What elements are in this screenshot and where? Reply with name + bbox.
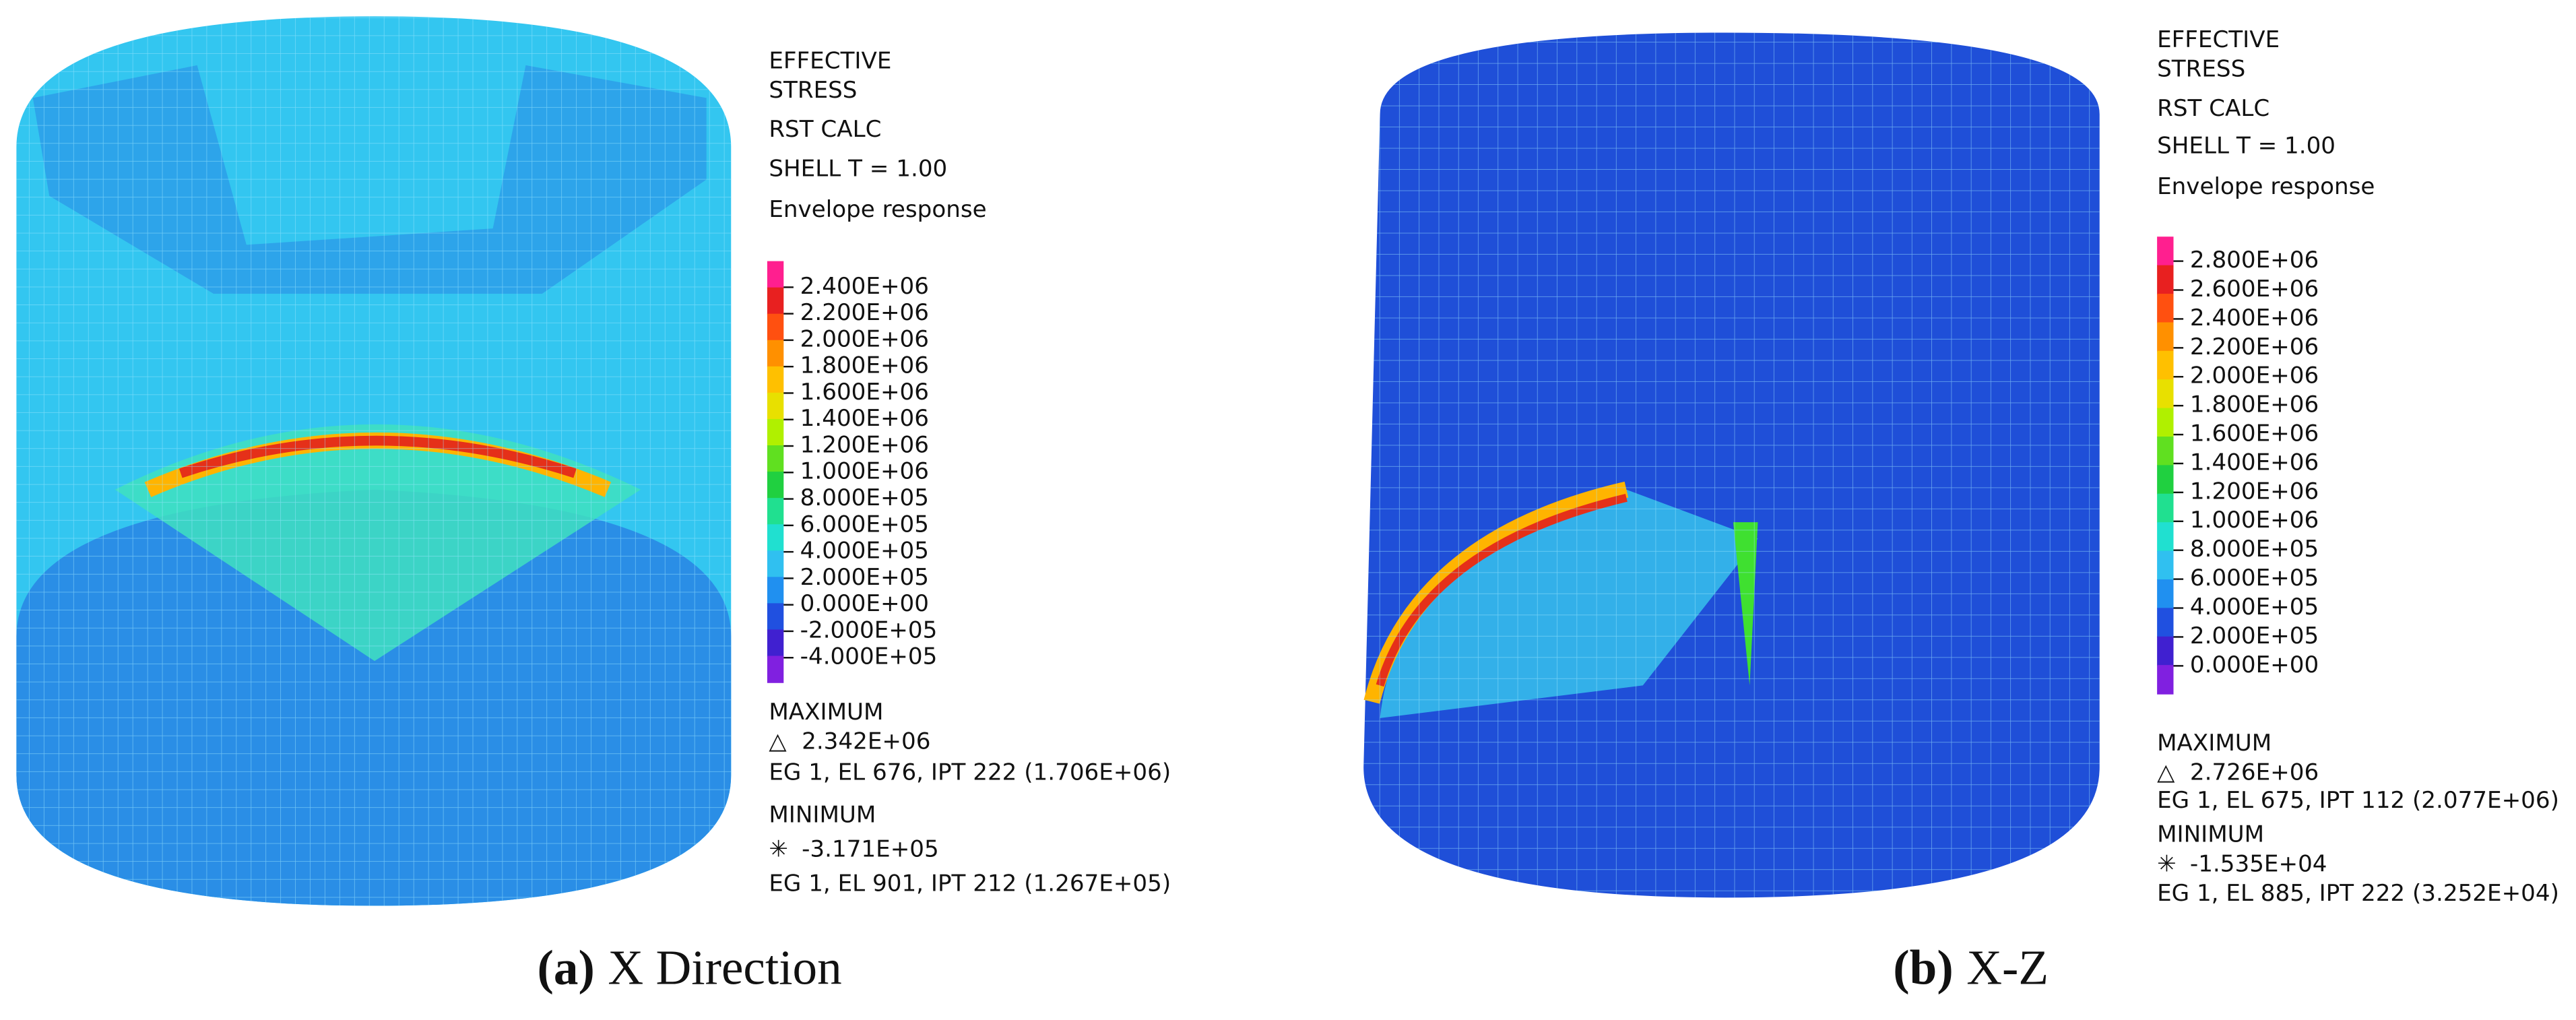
colorbar-segment <box>2157 350 2174 381</box>
caption-text: X-Z <box>1966 941 2049 995</box>
colorbar-segment <box>767 577 784 604</box>
max-detail: EG 1, EL 675, IPT 112 (2.077E+06) <box>2157 787 2559 814</box>
colorbar-segment <box>767 340 784 368</box>
colorbar-segment <box>767 524 784 552</box>
colorbar-label: 1.600E+06 <box>800 379 929 406</box>
max-detail: EG 1, EL 676, IPT 222 (1.706E+06) <box>769 759 1171 786</box>
colorbar-segment <box>767 498 784 525</box>
colorbar-segment <box>767 418 784 447</box>
model-b <box>1363 32 2100 898</box>
max-symbol: △ <box>769 728 787 755</box>
colorbar-label: 2.800E+06 <box>2190 247 2319 274</box>
colorbar-segment <box>767 445 784 473</box>
legend-title: EFFECTIVE <box>769 48 891 75</box>
colorbar-segment <box>2157 665 2174 695</box>
colorbar-label: 4.000E+05 <box>2190 594 2319 620</box>
legend-calc: RST CALC <box>769 116 881 143</box>
max-value: 2.342E+06 <box>802 728 930 755</box>
colorbar-label: 2.000E+06 <box>2190 362 2319 389</box>
caption-letter: (a) <box>538 941 595 995</box>
colorbar-label: 6.000E+05 <box>800 511 929 538</box>
colorbar-label: 1.800E+06 <box>800 352 929 379</box>
caption-text: X Direction <box>608 941 841 995</box>
colorbar-segment <box>2157 236 2174 266</box>
colorbar-label: 0.000E+00 <box>2190 651 2319 678</box>
colorbar-label: 2.600E+06 <box>2190 276 2319 302</box>
colorbar-label: 2.000E+05 <box>2190 623 2319 649</box>
colorbar-segment <box>767 629 784 657</box>
colorbar-segment <box>2157 493 2174 523</box>
colorbar-segment <box>767 287 784 315</box>
colorbar-label: 2.200E+06 <box>800 299 929 326</box>
colorbar-segment <box>2157 550 2174 581</box>
colorbar-label: 8.000E+05 <box>800 484 929 511</box>
colorbar-segment <box>2157 436 2174 466</box>
colorbar-label: 2.000E+06 <box>800 325 929 352</box>
colorbar-segment <box>2157 265 2174 295</box>
min-detail: EG 1, EL 901, IPT 212 (1.267E+05) <box>769 870 1171 897</box>
colorbar-label: 1.400E+06 <box>800 405 929 432</box>
colorbar-segment <box>767 603 784 631</box>
min-value: -3.171E+05 <box>802 836 939 863</box>
colorbar-segment <box>2157 608 2174 637</box>
colorbar-label: 1.800E+06 <box>2190 391 2319 418</box>
colorbar-segment <box>2157 408 2174 438</box>
colorbar-label: 2.400E+06 <box>800 273 929 300</box>
colorbar-segment <box>767 550 784 578</box>
colorbar-label: 2.000E+05 <box>800 564 929 591</box>
colorbar-segment <box>2157 465 2174 495</box>
colorbar-label: 1.000E+06 <box>800 458 929 485</box>
legend-calc: RST CALC <box>2157 95 2269 122</box>
legend-response: Envelope response <box>2157 173 2375 200</box>
colorbar-label: 4.000E+05 <box>800 538 929 565</box>
max-symbol: △ <box>2157 759 2175 786</box>
legend-title: STRESS <box>2157 56 2245 83</box>
colorbar-label: -2.000E+05 <box>800 617 938 644</box>
colorbar-segment <box>2157 379 2174 409</box>
colorbar-segment <box>767 261 784 288</box>
min-label: MINIMUM <box>2157 821 2264 848</box>
min-detail: EG 1, EL 885, IPT 222 (3.252E+04) <box>2157 880 2559 907</box>
colorbar-segment <box>767 366 784 394</box>
colorbar-label: 2.400E+06 <box>2190 305 2319 331</box>
min-value: -1.535E+04 <box>2190 850 2327 877</box>
colorbar-segment <box>767 392 784 420</box>
colorbar-label: 1.600E+06 <box>2190 420 2319 447</box>
legend-title: EFFECTIVE <box>2157 26 2280 53</box>
legend-shell: SHELL T = 1.00 <box>769 156 947 183</box>
colorbar-label: 8.000E+05 <box>2190 536 2319 563</box>
colorbar-label: 1.000E+06 <box>2190 507 2319 534</box>
colorbar-segment <box>2157 636 2174 666</box>
colorbar-label: 2.200E+06 <box>2190 333 2319 360</box>
colorbar-segment <box>767 656 784 683</box>
min-symbol: ✳ <box>769 836 788 863</box>
max-value: 2.726E+06 <box>2190 759 2319 786</box>
colorbar-label: 1.200E+06 <box>800 432 929 459</box>
max-label: MAXIMUM <box>2157 730 2272 757</box>
colorbar-label: 0.000E+00 <box>800 590 929 617</box>
legend-response: Envelope response <box>769 196 986 223</box>
legend-title: STRESS <box>769 77 857 104</box>
colorbar-segment <box>767 472 784 499</box>
legend-shell: SHELL T = 1.00 <box>2157 133 2336 160</box>
colorbar-label: 6.000E+05 <box>2190 565 2319 592</box>
model-a <box>16 16 732 906</box>
caption-letter: (b) <box>1893 941 1953 995</box>
colorbar-label: 1.200E+06 <box>2190 478 2319 505</box>
colorbar-segment <box>767 313 784 341</box>
colorbar-segment <box>2157 522 2174 552</box>
colorbar-label: 1.400E+06 <box>2190 449 2319 476</box>
min-label: MINIMUM <box>769 802 876 829</box>
colorbar-label: -4.000E+05 <box>800 643 938 670</box>
max-label: MAXIMUM <box>769 699 883 726</box>
colorbar-segment <box>2157 322 2174 352</box>
colorbar-segment <box>2157 579 2174 609</box>
min-symbol: ✳ <box>2157 850 2177 877</box>
colorbar-segment <box>2157 294 2174 323</box>
